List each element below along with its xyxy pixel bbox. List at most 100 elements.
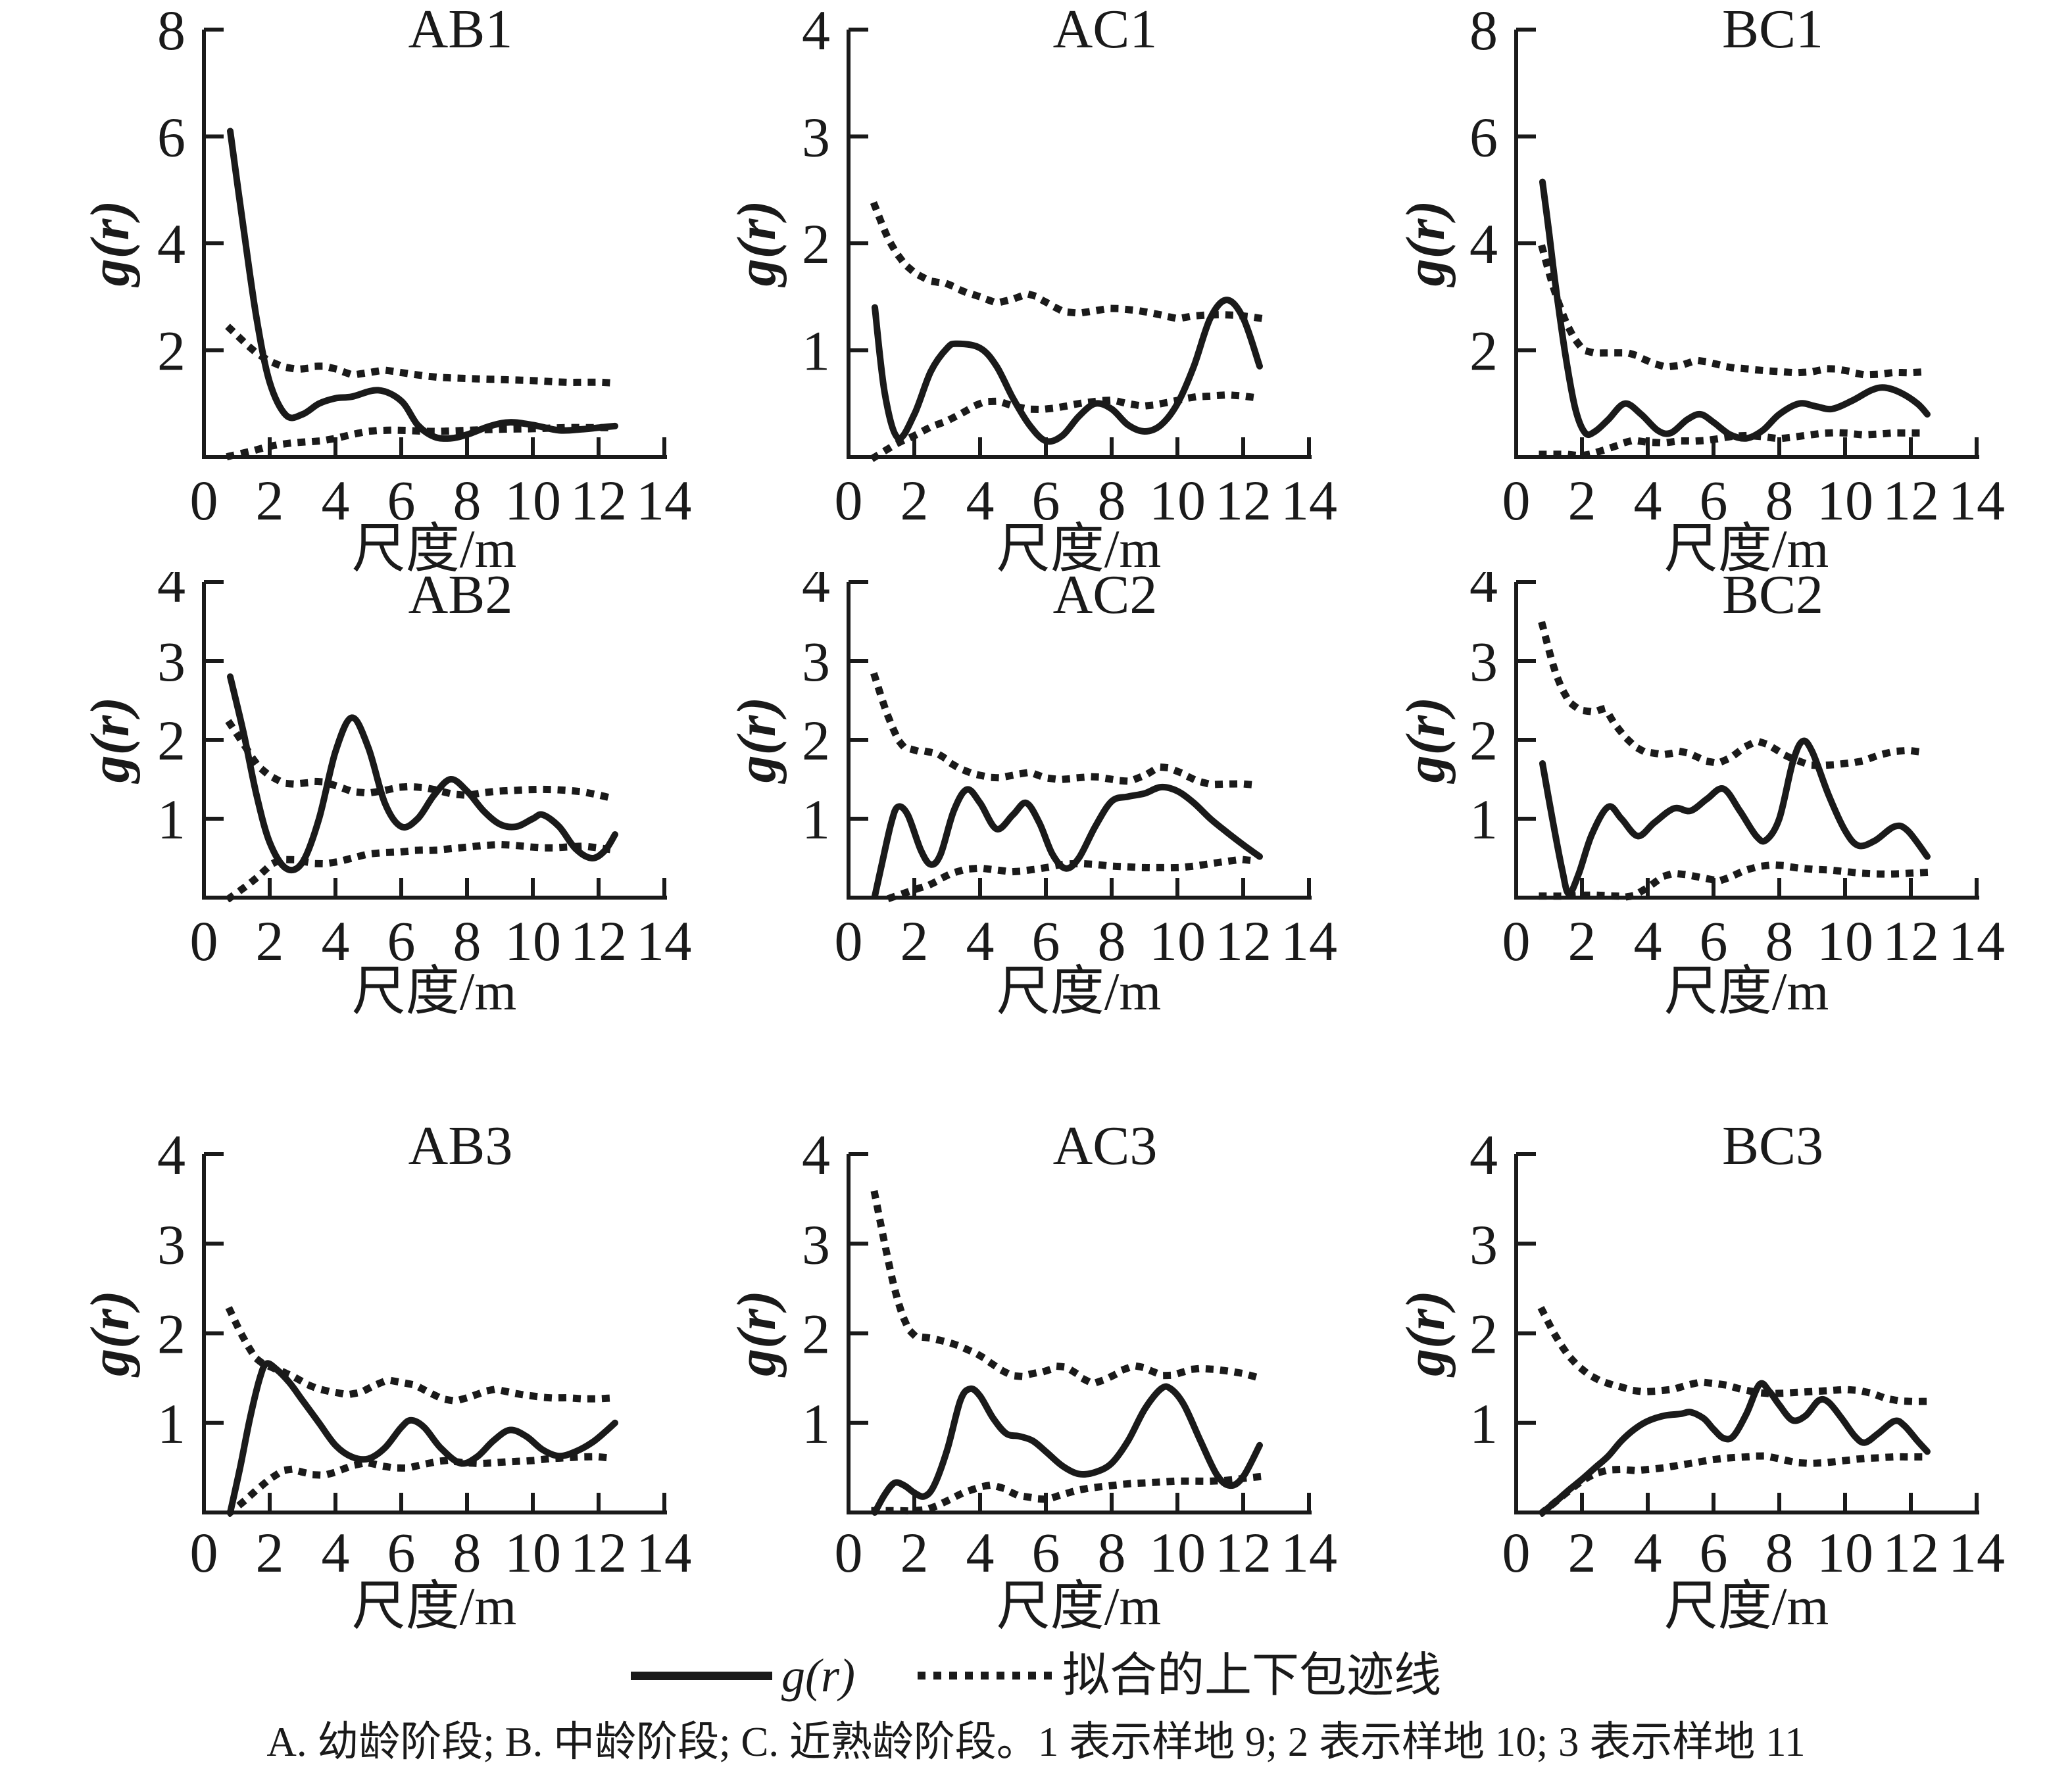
- x-tick-label: 14: [636, 1521, 691, 1584]
- x-axis-title: 尺度/m: [1664, 1576, 1829, 1636]
- x-tick-label: 8: [453, 909, 481, 973]
- x-tick-label: 12: [570, 469, 627, 532]
- y-tick-label: 6: [157, 106, 185, 169]
- series-upper-envelope: [1537, 1305, 1931, 1405]
- x-axis-title: 尺度/m: [352, 1576, 517, 1636]
- series-gr-curve: [227, 128, 618, 442]
- x-tick-label: 0: [190, 1521, 218, 1584]
- x-tick-label: 14: [1281, 1521, 1337, 1584]
- x-axis-title: 尺度/m: [1664, 519, 1829, 572]
- x-tick-label: 8: [1765, 909, 1794, 973]
- x-tick-label: 6: [387, 909, 416, 973]
- y-tick-label: 1: [157, 788, 185, 851]
- x-tick-label: 12: [1883, 909, 1939, 973]
- panel-title: AC1: [1053, 0, 1158, 60]
- x-tick-label: 14: [1948, 1521, 2005, 1584]
- y-tick-label: 2: [157, 709, 185, 772]
- series-upper-envelope: [870, 201, 1264, 323]
- x-tick-label: 0: [835, 1521, 863, 1584]
- x-tick-label: 12: [1215, 1521, 1271, 1584]
- x-tick-label: 8: [1098, 909, 1126, 973]
- series-gr-curve: [872, 783, 1263, 900]
- panel-title: AB2: [408, 572, 513, 625]
- figure-caption: A. 幼龄阶段; B. 中龄阶段; C. 近熟龄阶段。1 表示样地 9; 2 表…: [266, 1718, 1806, 1765]
- x-tick-label: 4: [322, 469, 350, 532]
- x-tick-label: 0: [1502, 469, 1531, 532]
- y-axis-title: g(r): [1395, 1290, 1456, 1378]
- x-axis-title: 尺度/m: [997, 961, 1162, 1021]
- y-axis-title: g(r): [1395, 697, 1456, 785]
- y-axis-title: g(r): [726, 697, 787, 785]
- x-tick-label: 2: [900, 909, 929, 973]
- y-tick-label: 4: [157, 1123, 185, 1186]
- series-lower-envelope: [225, 1453, 620, 1517]
- x-axis-title: 尺度/m: [1664, 961, 1829, 1021]
- legend-solid-label: g(r): [781, 1649, 855, 1702]
- y-tick-label: 2: [1469, 1303, 1498, 1366]
- y-tick-label: 3: [802, 630, 830, 693]
- y-axis-title: g(r): [1395, 201, 1456, 288]
- x-tick-label: 6: [1700, 1521, 1728, 1584]
- y-tick-label: 2: [157, 1303, 185, 1366]
- panel-title: AC2: [1053, 572, 1158, 625]
- series-gr-curve: [1539, 737, 1931, 897]
- x-tick-label: 10: [505, 469, 561, 532]
- y-axis-title: g(r): [726, 1290, 787, 1378]
- panel-title: AB3: [408, 1115, 513, 1176]
- x-tick-label: 2: [900, 469, 929, 532]
- x-tick-label: 2: [1568, 469, 1596, 532]
- x-tick-label: 2: [256, 909, 284, 973]
- series-lower-envelope: [1539, 861, 1931, 901]
- y-tick-label: 4: [802, 572, 830, 614]
- x-tick-label: 6: [387, 469, 416, 532]
- series-upper-envelope: [1538, 621, 1932, 769]
- x-tick-label: 2: [900, 1521, 929, 1584]
- x-tick-label: 4: [966, 1521, 995, 1584]
- series-upper-envelope: [225, 1306, 619, 1405]
- x-tick-label: 12: [570, 1521, 627, 1584]
- x-tick-label: 6: [1032, 909, 1060, 973]
- x-tick-label: 4: [1634, 909, 1662, 973]
- series-gr-curve: [1539, 178, 1931, 442]
- y-tick-label: 2: [1469, 320, 1498, 383]
- y-tick-label: 4: [1469, 212, 1498, 276]
- y-tick-label: 3: [802, 106, 830, 169]
- x-tick-label: 6: [1700, 469, 1728, 532]
- panel-title: AB1: [408, 0, 513, 60]
- y-tick-label: 3: [1469, 1213, 1498, 1276]
- x-tick-label: 6: [387, 1521, 416, 1584]
- series-gr-curve: [872, 1383, 1263, 1516]
- x-tick-label: 0: [190, 469, 218, 532]
- x-axis-title: 尺度/m: [352, 519, 517, 572]
- y-tick-label: 8: [1469, 0, 1498, 62]
- x-tick-label: 0: [1502, 1521, 1531, 1584]
- series-gr-curve: [1539, 1380, 1931, 1516]
- x-tick-label: 14: [1948, 469, 2005, 532]
- series-lower-envelope: [887, 856, 1264, 902]
- y-tick-label: 2: [1469, 709, 1498, 772]
- panel-title: BC1: [1722, 0, 1823, 60]
- y-tick-label: 2: [802, 212, 830, 276]
- x-tick-label: 4: [966, 909, 995, 973]
- y-tick-label: 8: [157, 0, 185, 62]
- series-lower-envelope: [871, 1472, 1264, 1515]
- series-lower-envelope: [1539, 429, 1931, 460]
- y-tick-label: 4: [157, 212, 185, 276]
- caption-row: A. 幼龄阶段; B. 中龄阶段; C. 近熟龄阶段。1 表示样地 9; 2 表…: [0, 1708, 2072, 1765]
- y-tick-label: 1: [802, 320, 830, 383]
- x-tick-label: 10: [1817, 1521, 1873, 1584]
- series-gr-curve: [227, 1360, 618, 1516]
- x-tick-label: 8: [1098, 1521, 1126, 1584]
- y-tick-label: 3: [157, 630, 185, 693]
- y-tick-label: 3: [157, 1213, 185, 1276]
- y-tick-label: 2: [802, 1303, 830, 1366]
- x-tick-label: 8: [1098, 469, 1126, 532]
- series-upper-envelope: [225, 324, 619, 387]
